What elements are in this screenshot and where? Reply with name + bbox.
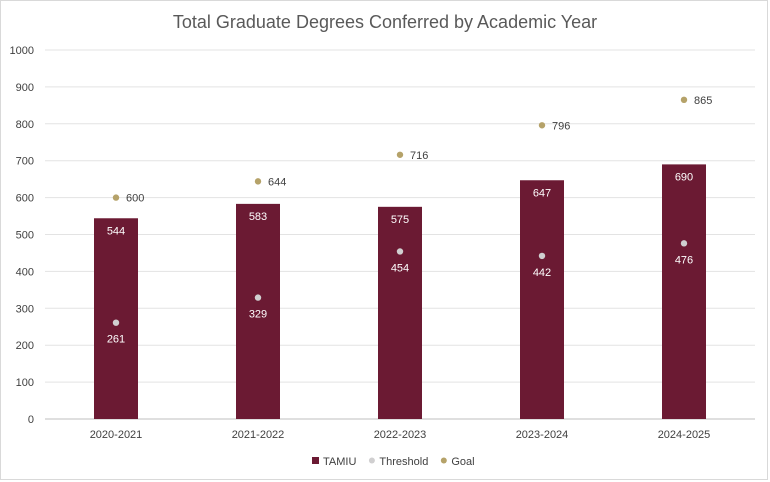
- point-threshold: [254, 294, 262, 301]
- y-axis: 0 100 200 300 400 500 600 700 800 900 1000: [10, 45, 34, 426]
- legend-label: Threshold: [379, 456, 428, 468]
- point-value-label: 454: [391, 262, 409, 274]
- legend-swatch: [440, 457, 447, 464]
- y-tick-label: 500: [16, 230, 34, 242]
- legend-label: Goal: [451, 456, 474, 468]
- point-value-label: 476: [675, 254, 693, 266]
- point-value-label: 644: [268, 176, 286, 188]
- bar-tamiu: [662, 164, 706, 419]
- point-value-label: 329: [249, 309, 267, 321]
- point-goal: [254, 178, 262, 185]
- data-labels: 544 583 575 647 690 261 329 454 442 476 600 644 716 7…: [107, 95, 713, 346]
- x-tick-label: 2021-2022: [232, 429, 285, 441]
- bar-tamiu: [378, 206, 422, 419]
- bar-tamiu: [94, 218, 138, 419]
- legend: TAMIU Threshold Goal: [312, 456, 475, 468]
- y-tick-label: 600: [16, 193, 34, 205]
- x-tick-label: 2020-2021: [90, 429, 143, 441]
- y-tick-label: 700: [16, 156, 34, 168]
- point-value-label: 796: [552, 120, 570, 132]
- x-tick-label: 2023-2024: [516, 429, 569, 441]
- point-threshold: [396, 248, 404, 255]
- point-goal: [112, 194, 120, 201]
- bar-series: [94, 164, 706, 419]
- bar-value-label: 690: [675, 171, 693, 183]
- point-value-label: 865: [694, 95, 712, 107]
- chart-title: Total Graduate Degrees Conferred by Acad…: [173, 12, 597, 32]
- point-value-label: 716: [410, 150, 428, 162]
- point-value-label: 600: [126, 193, 144, 205]
- y-tick-label: 400: [16, 266, 34, 278]
- point-goal: [680, 96, 688, 104]
- x-tick-label: 2022-2023: [374, 429, 427, 441]
- y-tick-label: 900: [16, 82, 34, 94]
- point-goal: [396, 151, 404, 158]
- bar-value-label: 647: [533, 187, 551, 199]
- y-tick-label: 300: [16, 303, 34, 315]
- bar-value-label: 583: [249, 211, 267, 223]
- point-goal: [538, 122, 546, 129]
- y-tick-label: 800: [16, 119, 34, 131]
- bar-value-label: 575: [391, 214, 409, 226]
- point-value-label: 261: [107, 334, 125, 346]
- bar-tamiu: [236, 203, 280, 419]
- gridlines: [45, 49, 755, 420]
- marker-series: [112, 96, 688, 326]
- legend-label: TAMIU: [323, 456, 356, 468]
- point-threshold: [680, 240, 688, 247]
- point-value-label: 442: [533, 267, 551, 279]
- bar-value-label: 544: [107, 225, 125, 237]
- y-tick-label: 0: [28, 414, 34, 426]
- bar-tamiu: [520, 180, 564, 419]
- x-axis: 2020-2021 2021-2022 2022-2023 2023-2024 2024…: [90, 429, 711, 441]
- point-threshold: [538, 252, 546, 260]
- x-tick-label: 2024-2025: [658, 429, 711, 441]
- legend-swatch: [368, 457, 375, 464]
- y-tick-label: 100: [16, 377, 34, 389]
- legend-swatch: [312, 457, 319, 464]
- y-tick-label: 1000: [10, 45, 34, 57]
- point-threshold: [112, 319, 120, 326]
- y-tick-label: 200: [16, 340, 34, 352]
